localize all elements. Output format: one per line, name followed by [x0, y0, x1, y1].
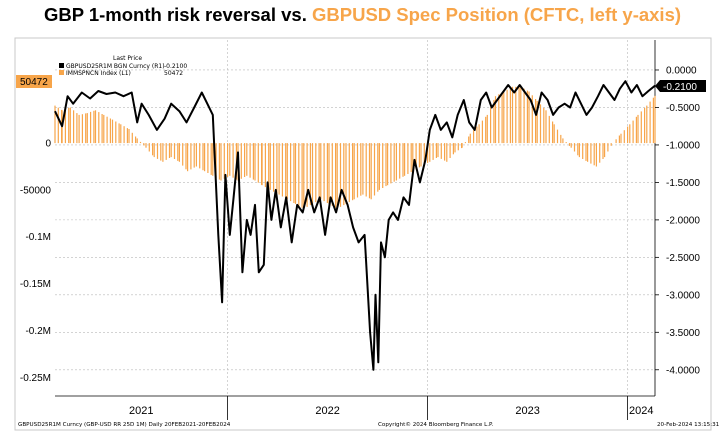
- footer-right: 20-Feb-2024 13:15:31: [657, 422, 720, 428]
- legend-swatch-spec: [59, 70, 64, 75]
- chart-frame: [14, 37, 712, 431]
- right-tick-label: -3.5000: [666, 328, 700, 339]
- right-tick-label: -2.0000: [666, 215, 700, 226]
- footer-left: GBPUSD25R1M Curncy (GBP-USD RR 25D 1M) D…: [18, 422, 231, 428]
- left-tick-label: -0.25M: [20, 373, 51, 384]
- left-tick-label: 0: [45, 139, 51, 150]
- x-tick-label: 2022: [315, 405, 339, 417]
- legend-value-rr: -0.2100: [164, 63, 187, 70]
- x-tick-label: 2021: [129, 405, 153, 417]
- left-tick-label: -0.1M: [25, 232, 51, 243]
- left-tick-label: -0.2M: [25, 326, 51, 337]
- right-badge-bg: [655, 80, 706, 92]
- right-last-value-badge: -0.2100: [655, 80, 706, 93]
- left-badge-bg: [16, 75, 52, 88]
- right-tick-label: -4.0000: [666, 365, 700, 376]
- footer-center: Copyright© 2024 Bloomberg Finance L.P.: [378, 421, 493, 428]
- chart-title-highlight: GBPUSD Spec Position (CFTC, left y-axis): [312, 4, 682, 25]
- right-tick-label: -0.5000: [666, 103, 700, 114]
- right-tick-label: -2.5000: [666, 253, 700, 264]
- legend-swatch-rr: [59, 63, 64, 68]
- left-tick-label: -50000: [20, 185, 52, 196]
- right-tick-label: -3.0000: [666, 290, 700, 301]
- left-axis-ticks: 0 -50000 -0.1M -0.15M -0.2M -0.25M: [20, 139, 52, 384]
- chart-title: GBP 1-month risk reversal vs. GBPUSD Spe…: [0, 4, 725, 26]
- right-axis-ticks: 0.0000 -0.5000 -1.0000 -1.5000 -2.0000 -2.500…: [655, 66, 700, 376]
- right-tick-label: 0.0000: [666, 66, 697, 77]
- left-tick-label: -0.15M: [20, 279, 51, 290]
- risk-reversal-line: [54, 80, 656, 371]
- legend: Last Price GBPUSD25R1M BGN Curncy (R1) -…: [59, 55, 187, 77]
- right-tick-label: -1.0000: [666, 140, 700, 151]
- legend-header: Last Price: [113, 55, 142, 62]
- legend-label-rr: GBPUSD25R1M BGN Curncy (R1): [66, 63, 165, 70]
- legend-label-spec: IMMSPNCN Index (L1): [66, 70, 131, 77]
- x-axis: 2021 2022 2023 2024: [129, 396, 654, 420]
- chart-title-main: GBP 1-month risk reversal vs.: [43, 4, 312, 25]
- right-tick-label: -1.5000: [666, 178, 700, 189]
- risk-reversal-line-group: [54, 80, 656, 371]
- left-badge-text: 50472: [20, 77, 48, 88]
- x-tick-label: 2023: [515, 405, 539, 417]
- right-badge-text: -0.2100: [663, 82, 697, 93]
- x-tick-label: 2024: [629, 405, 653, 417]
- left-last-value-badge: 50472: [16, 75, 52, 88]
- spec-position-bars: [54, 86, 656, 209]
- legend-value-spec: 50472: [164, 70, 183, 77]
